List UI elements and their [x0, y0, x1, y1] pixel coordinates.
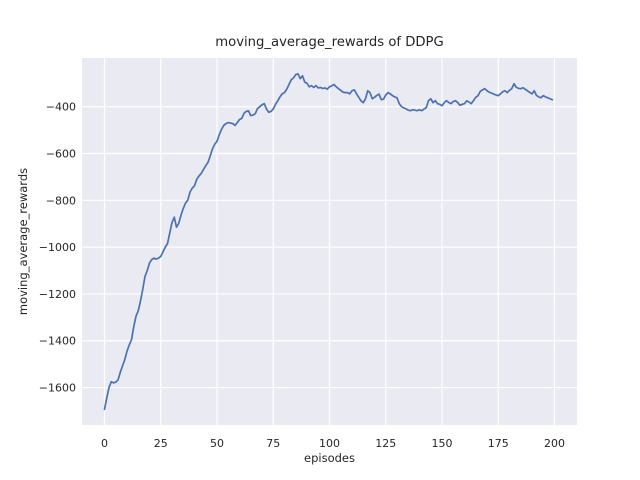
x-axis-label: episodes: [304, 451, 355, 465]
y-tick-labels: −400 −600 −800 −1000 −1200 −1400 −1600: [39, 101, 76, 395]
y-tick-label: −1400: [39, 335, 76, 348]
x-tick-label: 125: [375, 437, 396, 450]
x-tick-label: 50: [210, 437, 224, 450]
reward-line: [103, 73, 554, 411]
chart-title: moving_average_rewards of DDPG: [215, 35, 443, 50]
x-tick-labels: 0 25 50 75 100 125 150 175 200: [101, 437, 565, 450]
x-tick-label: 200: [544, 437, 565, 450]
x-tick-label: 75: [266, 437, 280, 450]
y-tick-label: −1600: [39, 382, 76, 395]
y-tick-label: −1000: [39, 241, 76, 254]
y-axis-label: moving_average_rewards: [16, 168, 30, 315]
y-tick-label: −400: [46, 101, 76, 114]
y-tick-label: −800: [46, 194, 76, 207]
x-tick-label: 100: [319, 437, 340, 450]
x-tick-label: 150: [432, 437, 453, 450]
x-tick-label: 25: [154, 437, 168, 450]
y-tick-label: −1200: [39, 288, 76, 301]
x-tick-label: 175: [488, 437, 509, 450]
gridlines: [82, 58, 577, 425]
x-tick-label: 0: [101, 437, 108, 450]
series-lines: [103, 73, 554, 411]
y-tick-label: −600: [46, 147, 76, 160]
